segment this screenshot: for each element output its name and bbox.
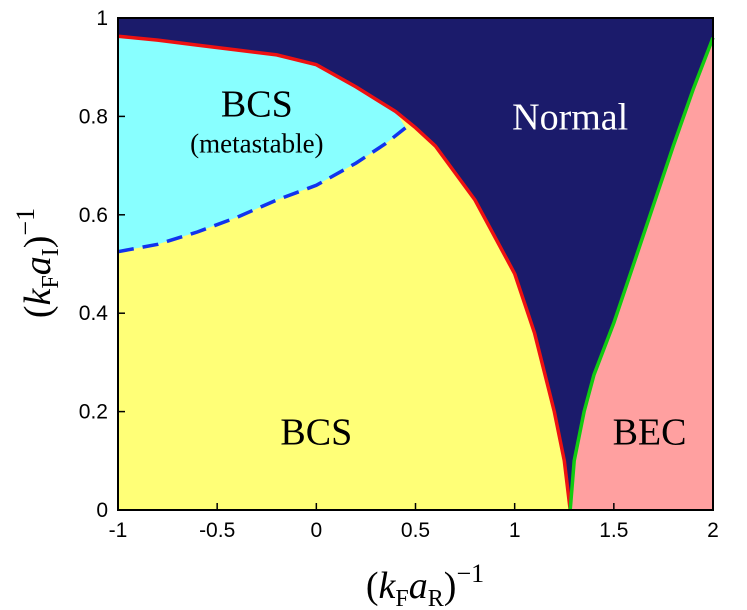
region-label-bcs-metastable: BCS — [221, 83, 293, 125]
x-axis: -1 -0.5 0 0.5 1 1.5 2 — [109, 503, 719, 542]
region-label-bcs: BCS — [280, 411, 352, 453]
green-boundary-line — [568, 37, 715, 511]
x-tick-label: 1 — [509, 519, 521, 542]
region-label-bcs-metastable-note: (metastable) — [190, 128, 323, 158]
y-tick-label: 0.4 — [79, 302, 109, 325]
y-tick-label: 0.6 — [79, 204, 108, 227]
x-tick-label: 1.5 — [599, 519, 628, 542]
x-axis-label: (kFaR)−1 — [366, 559, 484, 610]
region-label-normal: Normal — [512, 96, 628, 138]
region-labels: Normal BCS (metastable) BCS BEC — [190, 83, 686, 453]
region-label-bec: BEC — [613, 411, 687, 453]
x-tick-label: 0 — [310, 519, 322, 542]
bcs-metastable-region — [118, 36, 406, 252]
y-axis: 0 0.2 0.4 0.6 0.8 1 — [79, 7, 125, 522]
y-tick-label: 1 — [96, 7, 108, 30]
y-axis-label: (kFaI)−1 — [11, 208, 64, 318]
y-tick-label: 0.2 — [79, 401, 108, 424]
y-tick-label: 0.8 — [79, 105, 108, 128]
x-tick-label: -0.5 — [199, 519, 235, 542]
x-tick-label: -1 — [109, 519, 128, 542]
x-tick-label: 0.5 — [401, 519, 430, 542]
y-tick-label: 0 — [96, 499, 108, 522]
plot-area — [117, 17, 715, 511]
x-tick-label: 2 — [707, 519, 719, 542]
dashed-boundary-line — [117, 126, 407, 254]
red-boundary-line — [117, 34, 572, 511]
bec-region — [570, 37, 713, 510]
